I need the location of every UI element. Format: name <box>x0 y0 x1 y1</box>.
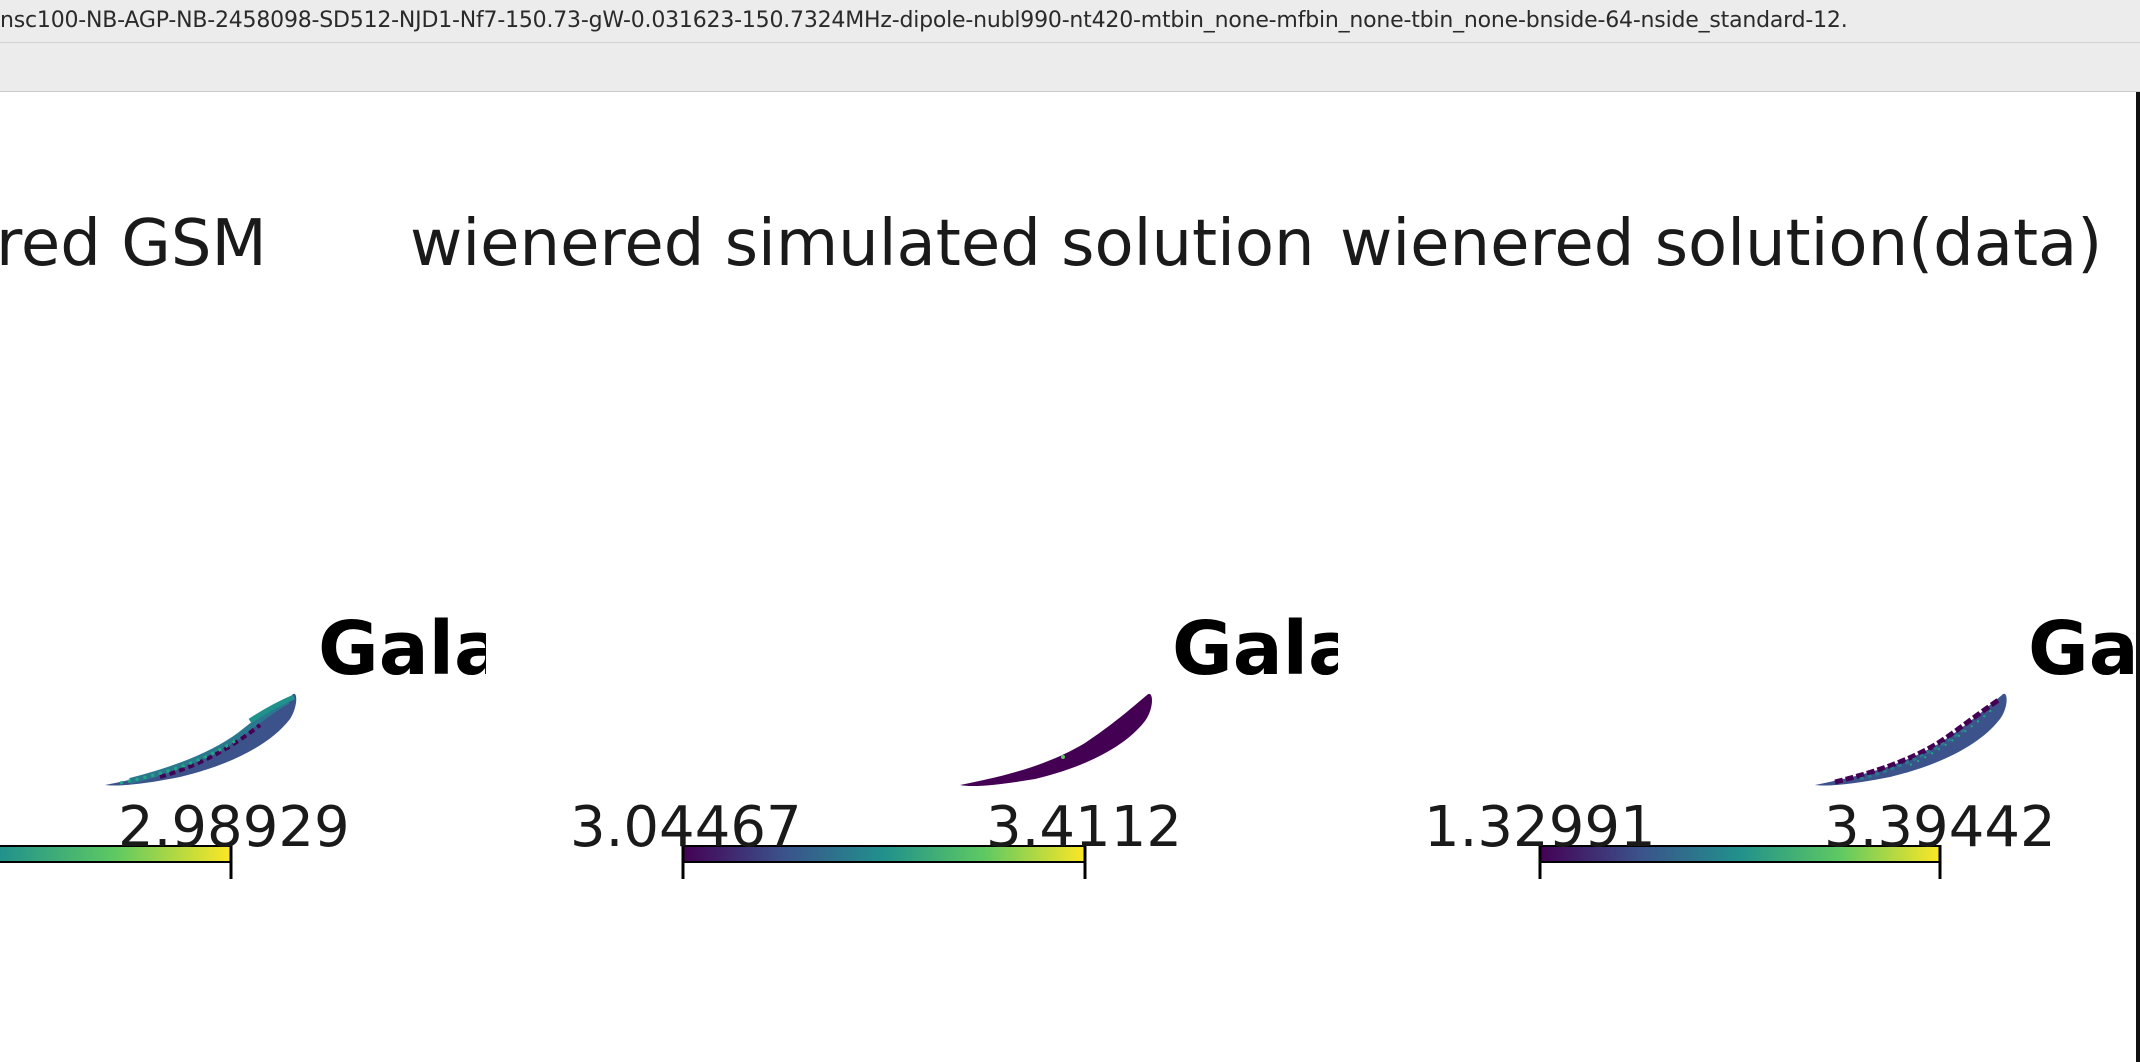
sky-map-solution-data <box>1815 693 2007 786</box>
colorbar-max-label-simulated-solution: 3.4112 <box>986 795 1182 860</box>
figure-canvas <box>0 92 2140 1062</box>
map-label-solution-data: Ga <box>2028 612 2136 686</box>
sky-map-gsm <box>105 693 297 786</box>
window-right-edge <box>2136 92 2140 1062</box>
colorbar-min-label-simulated-solution: 3.04467 <box>570 795 802 860</box>
panel-title-solution-data: wienered solution(data) <box>1340 207 2103 281</box>
colorbar-max-label-solution-data: 3.39442 <box>1824 795 2056 860</box>
window-title: nsc100-NB-AGP-NB-2458098-SD512-NJD1-Nf7-… <box>0 8 1848 33</box>
map-label-simulated-solution: Gala <box>1172 612 1338 686</box>
colorbar-gsm <box>0 845 233 879</box>
panel-title-gsm: red GSM <box>0 207 267 281</box>
colorbar-solution-data <box>1538 845 1942 879</box>
window-titlebar[interactable]: nsc100-NB-AGP-NB-2458098-SD512-NJD1-Nf7-… <box>0 0 2140 43</box>
map-label-gsm: Gala <box>318 612 486 686</box>
colorbar-max-label-gsm: 2.98929 <box>118 795 350 860</box>
colorbar-min-label-solution-data: 1.32991 <box>1424 795 1656 860</box>
sky-map-simulated-solution <box>960 693 1152 787</box>
panel-title-simulated-solution: wienered simulated solution <box>410 207 1315 281</box>
colorbar-simulated-solution <box>681 845 1087 879</box>
window-toolbar <box>0 43 2140 92</box>
